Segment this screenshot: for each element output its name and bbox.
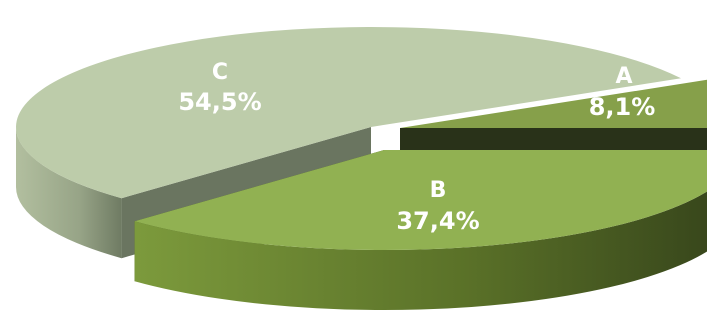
slice-b-top bbox=[134, 150, 707, 251]
slice-b-value-label: 37,4% bbox=[396, 207, 479, 235]
slice-b bbox=[134, 150, 707, 311]
slice-c-value-label: 54,5% bbox=[178, 88, 261, 116]
slice-b-name-label: B bbox=[430, 178, 447, 203]
slice-c-top bbox=[16, 27, 682, 199]
slice-a-name-label: A bbox=[615, 64, 632, 89]
slice-a-value-label: 8,1% bbox=[589, 93, 656, 121]
slice-c-side bbox=[15, 127, 122, 259]
slice-b-side bbox=[134, 191, 707, 311]
slice-a-top bbox=[400, 79, 707, 128]
slice-c-name-label: C bbox=[212, 60, 228, 85]
